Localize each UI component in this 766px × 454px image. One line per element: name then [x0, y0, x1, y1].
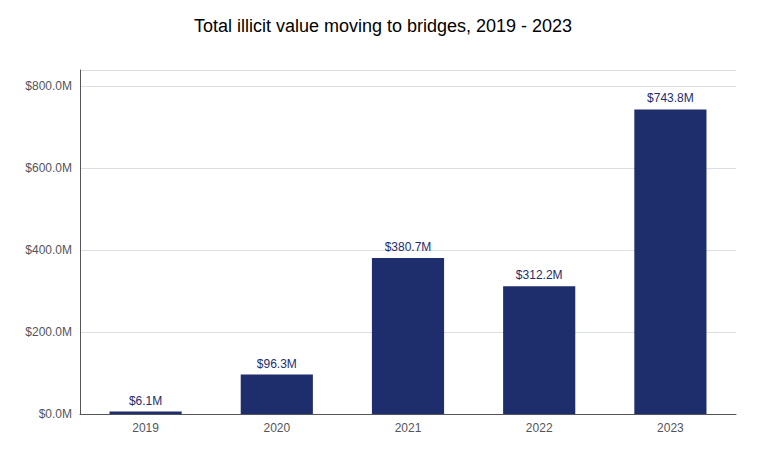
- svg-text:$6.1M: $6.1M: [129, 394, 162, 408]
- svg-text:$600.0M: $600.0M: [25, 161, 72, 175]
- svg-text:$743.8M: $743.8M: [647, 91, 694, 105]
- svg-text:2019: 2019: [132, 421, 159, 435]
- svg-text:$200.0M: $200.0M: [25, 325, 72, 339]
- svg-text:$400.0M: $400.0M: [25, 243, 72, 257]
- svg-text:Total illicit value moving to: Total illicit value moving to bridges, 2…: [194, 16, 572, 36]
- svg-text:$312.2M: $312.2M: [516, 268, 563, 282]
- svg-text:$0.0M: $0.0M: [39, 407, 72, 421]
- svg-text:$800.0M: $800.0M: [25, 79, 72, 93]
- svg-text:2021: 2021: [395, 421, 422, 435]
- svg-text:2020: 2020: [263, 421, 290, 435]
- svg-text:2023: 2023: [657, 421, 684, 435]
- svg-text:$380.7M: $380.7M: [385, 240, 432, 254]
- svg-text:2022: 2022: [526, 421, 553, 435]
- svg-text:$96.3M: $96.3M: [257, 357, 297, 371]
